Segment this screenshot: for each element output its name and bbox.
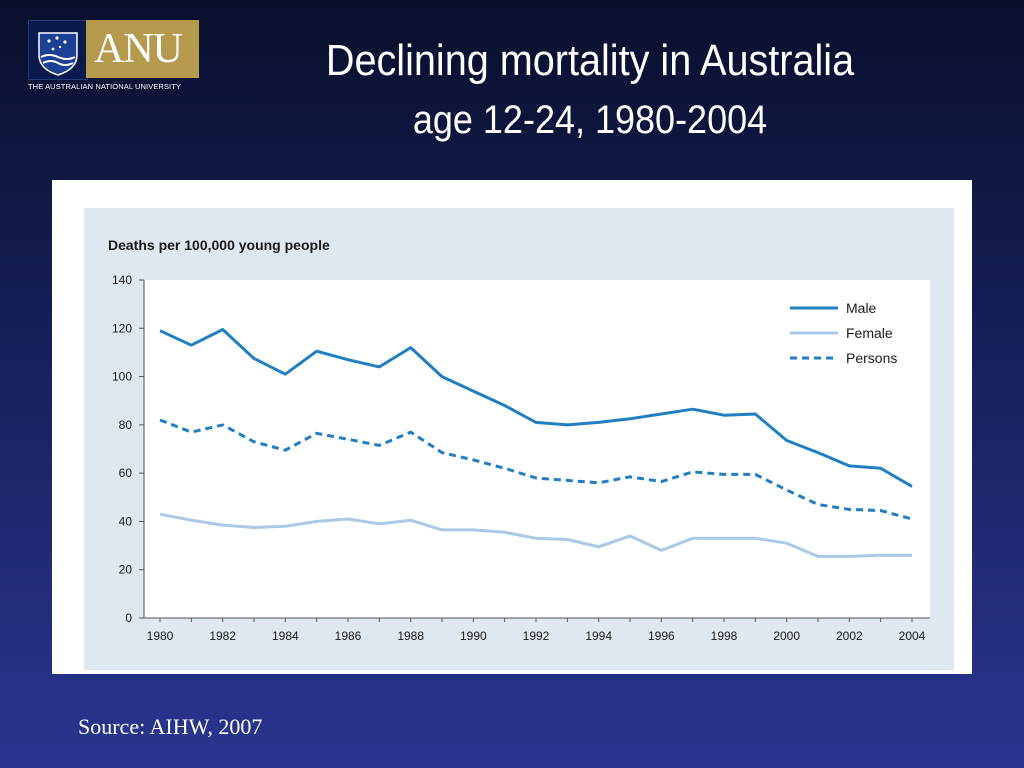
logo-wordmark-box: ANU bbox=[86, 20, 199, 78]
x-tick-label: 1990 bbox=[460, 629, 487, 643]
x-tick-label: 1992 bbox=[523, 629, 550, 643]
series-line-female bbox=[159, 512, 912, 558]
logo-wordmark: ANU bbox=[94, 26, 183, 72]
y-tick-label: 100 bbox=[112, 370, 132, 384]
y-tick-label: 120 bbox=[112, 321, 132, 335]
series-line-persons bbox=[159, 418, 913, 521]
series-layer bbox=[159, 328, 913, 558]
y-tick-label: 40 bbox=[119, 514, 133, 528]
anu-logo: ANU THE AUSTRALIAN NATIONAL UNIVERSITY bbox=[28, 20, 200, 94]
x-tick-label: 1998 bbox=[711, 629, 738, 643]
chart-area: Deaths per 100,000 young people 0 20 40 60 8… bbox=[84, 208, 954, 670]
y-axis-title: Deaths per 100,000 young people bbox=[108, 237, 330, 253]
chart-panel: Deaths per 100,000 young people 0 20 40 60 8… bbox=[52, 180, 972, 674]
line-chart: Deaths per 100,000 young people 0 20 40 60 8… bbox=[108, 237, 930, 643]
series-line-male bbox=[159, 328, 913, 488]
y-tick-label: 80 bbox=[119, 418, 133, 432]
x-tick-label: 2000 bbox=[773, 629, 800, 643]
x-tick-label: 1988 bbox=[397, 629, 424, 643]
x-tick-label: 2002 bbox=[836, 629, 863, 643]
x-tick-label: 2004 bbox=[899, 629, 926, 643]
x-axis: 1980 1982 1984 1986 1988 1990 1992 1994 1996 1998… bbox=[144, 617, 930, 643]
crest-icon bbox=[28, 20, 88, 80]
legend-label: Persons bbox=[846, 350, 897, 366]
y-tick-label: 140 bbox=[112, 273, 132, 287]
x-tick-label: 1984 bbox=[272, 629, 299, 643]
y-axis: 0 20 40 60 80 100 120 140 bbox=[112, 273, 145, 625]
source-note: Source: AIHW, 2007 bbox=[78, 714, 263, 739]
y-tick-label: 60 bbox=[119, 466, 133, 480]
legend-label: Male bbox=[846, 300, 877, 316]
x-tick-label: 1994 bbox=[585, 629, 612, 643]
x-tick-label: 1986 bbox=[335, 629, 362, 643]
logo-university-name: THE AUSTRALIAN NATIONAL UNIVERSITY bbox=[28, 82, 182, 91]
y-tick-label: 20 bbox=[119, 563, 133, 577]
x-tick-label: 1982 bbox=[209, 629, 236, 643]
slide-title: Declining mortality in Australia bbox=[325, 36, 855, 85]
legend-label: Female bbox=[846, 325, 893, 341]
legend: Male Female Persons bbox=[790, 300, 897, 366]
plot-background bbox=[144, 280, 930, 618]
slide-subtitle: age 12-24, 1980-2004 bbox=[412, 98, 768, 142]
x-tick-label: 1980 bbox=[147, 629, 174, 643]
x-tick-label: 1996 bbox=[648, 629, 675, 643]
y-tick-label: 0 bbox=[125, 611, 132, 625]
